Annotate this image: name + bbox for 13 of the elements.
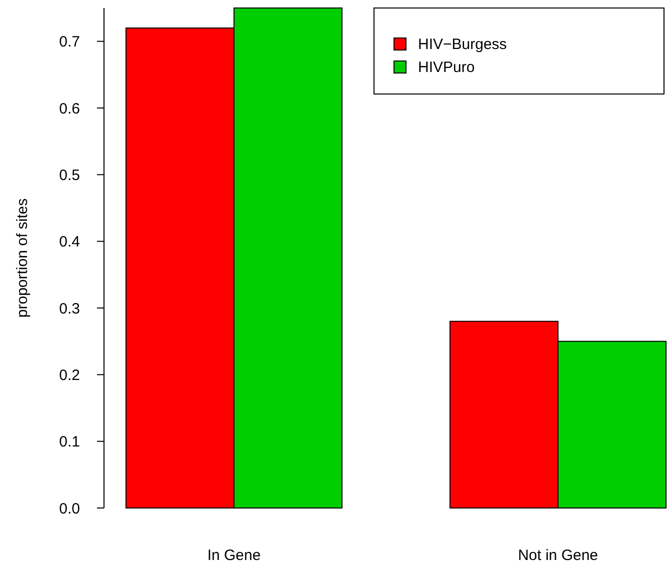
- y-tick-label: 0.6: [59, 100, 80, 118]
- y-tick-label: 0.4: [59, 234, 80, 251]
- x-tick-label: Not in Gene: [518, 547, 598, 563]
- y-tick-label: 0.1: [59, 434, 80, 451]
- y-tick-label: 0.2: [59, 366, 80, 384]
- x-tick-label: In Gene: [207, 547, 261, 563]
- legend-label: HIVPuro: [418, 59, 475, 76]
- y-tick-label: 0.7: [59, 34, 80, 51]
- legend-label: HIV−Burgess: [418, 36, 507, 53]
- y-tick-label: 0.0: [59, 500, 80, 518]
- y-tick-label: 0.3: [59, 300, 80, 318]
- y-tick-label: 0.5: [59, 166, 80, 184]
- y-axis-title: proportion of sites: [14, 198, 31, 318]
